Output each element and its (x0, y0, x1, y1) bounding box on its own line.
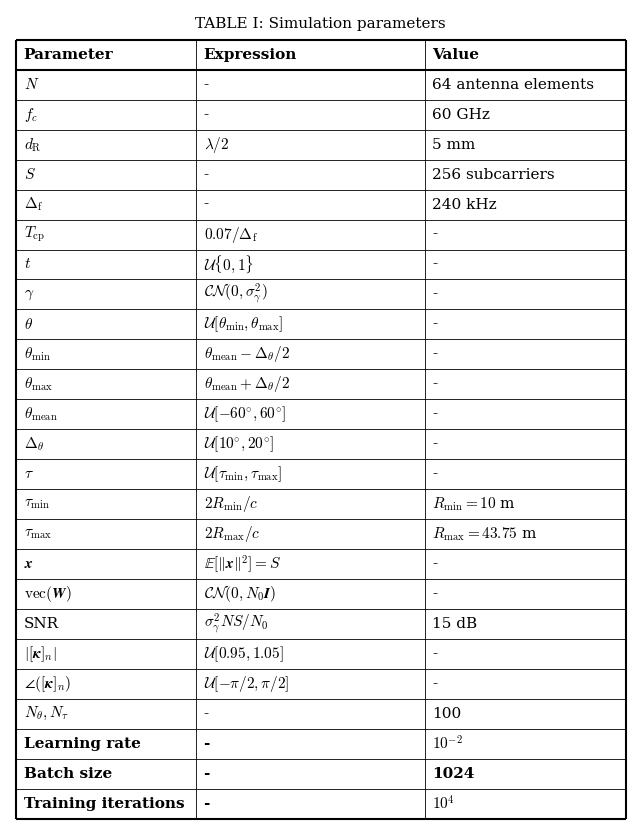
Text: $R_{\min} = 10$ m: $R_{\min} = 10$ m (433, 495, 516, 513)
Text: $10^{-2}$: $10^{-2}$ (433, 735, 463, 753)
Text: $\theta_{\mathrm{mean}} - \Delta_{\theta}/2$: $\theta_{\mathrm{mean}} - \Delta_{\theta… (204, 344, 290, 364)
Text: Value: Value (433, 48, 479, 61)
Text: $\mathcal{U}\{0,1\}$: $\mathcal{U}\{0,1\}$ (204, 253, 253, 275)
Text: $\mathrm{vec}(\boldsymbol{W})$: $\mathrm{vec}(\boldsymbol{W})$ (24, 584, 71, 604)
Text: -: - (433, 258, 438, 272)
Text: -: - (433, 587, 438, 601)
Text: $\mathcal{CN}(0,\sigma_{\gamma}^{2})$: $\mathcal{CN}(0,\sigma_{\gamma}^{2})$ (204, 283, 268, 307)
Text: -: - (204, 706, 209, 720)
Text: TABLE I: Simulation parameters: TABLE I: Simulation parameters (195, 17, 445, 31)
Text: $\lambda/2$: $\lambda/2$ (204, 135, 229, 155)
Text: $S$: $S$ (24, 167, 36, 182)
Text: $\sigma_{\gamma}^{2}NS/N_0$: $\sigma_{\gamma}^{2}NS/N_0$ (204, 612, 268, 636)
Text: -: - (433, 676, 438, 691)
Text: -: - (433, 557, 438, 571)
Text: $N$: $N$ (24, 77, 39, 92)
Text: $\mathcal{CN}(\mathbf{0},N_0\boldsymbol{I})$: $\mathcal{CN}(\mathbf{0},N_0\boldsymbol{… (204, 583, 276, 604)
Text: $\boldsymbol{x}$: $\boldsymbol{x}$ (24, 557, 33, 571)
Text: Parameter: Parameter (24, 48, 113, 61)
Text: $\mathcal{U}[10^{\circ},20^{\circ}]$: $\mathcal{U}[10^{\circ},20^{\circ}]$ (204, 435, 274, 454)
Text: $\mathcal{U}[\theta_{\min},\theta_{\max}]$: $\mathcal{U}[\theta_{\min},\theta_{\max}… (204, 315, 283, 334)
Text: $\angle([\boldsymbol{\kappa}]_n)$: $\angle([\boldsymbol{\kappa}]_n)$ (24, 674, 70, 694)
Text: 5 mm: 5 mm (433, 138, 476, 152)
Text: SNR: SNR (24, 617, 59, 631)
Text: $R_{\max} = 43.75$ m: $R_{\max} = 43.75$ m (433, 525, 538, 543)
Text: $\gamma$: $\gamma$ (24, 288, 34, 302)
Text: Expression: Expression (204, 48, 297, 61)
Text: $f_c$: $f_c$ (24, 106, 38, 124)
Text: $\theta_{\min}$: $\theta_{\min}$ (24, 346, 51, 363)
Text: -: - (204, 198, 209, 212)
Text: $\tau_{\min}$: $\tau_{\min}$ (24, 497, 50, 511)
Text: 15 dB: 15 dB (433, 617, 477, 631)
Text: $T_{\mathrm{cp}}$: $T_{\mathrm{cp}}$ (24, 225, 45, 244)
Text: -: - (204, 767, 210, 780)
Text: $\theta$: $\theta$ (24, 317, 33, 332)
Text: 60 GHz: 60 GHz (433, 108, 490, 122)
Text: $N_{\theta}, N_{\tau}$: $N_{\theta}, N_{\tau}$ (24, 706, 68, 722)
Text: $\theta_{\mathrm{mean}} + \Delta_{\theta}/2$: $\theta_{\mathrm{mean}} + \Delta_{\theta… (204, 374, 290, 394)
Text: $d_{\mathrm{R}}$: $d_{\mathrm{R}}$ (24, 136, 42, 154)
Text: $\theta_{\mathrm{mean}}$: $\theta_{\mathrm{mean}}$ (24, 406, 58, 423)
Text: 100: 100 (433, 706, 461, 720)
Text: -: - (204, 78, 209, 91)
Text: $\Delta_{\mathrm{f}}$: $\Delta_{\mathrm{f}}$ (24, 196, 43, 214)
Text: Training iterations: Training iterations (24, 797, 184, 810)
Text: -: - (204, 736, 210, 750)
Text: -: - (433, 317, 438, 332)
Text: $\mathcal{U}[0.95,1.05]$: $\mathcal{U}[0.95,1.05]$ (204, 644, 284, 664)
Text: -: - (433, 467, 438, 481)
Text: -: - (433, 407, 438, 421)
Text: 64 antenna elements: 64 antenna elements (433, 78, 595, 91)
Text: -: - (433, 377, 438, 391)
Text: 1024: 1024 (433, 767, 475, 780)
Text: Batch size: Batch size (24, 767, 112, 780)
Text: 240 kHz: 240 kHz (433, 198, 497, 212)
Text: $\tau$: $\tau$ (24, 467, 33, 481)
Text: -: - (433, 647, 438, 661)
Text: -: - (433, 228, 438, 242)
Text: $\mathcal{U}[-60^{\circ},60^{\circ}]$: $\mathcal{U}[-60^{\circ},60^{\circ}]$ (204, 405, 285, 424)
Text: $\theta_{\max}$: $\theta_{\max}$ (24, 376, 52, 393)
Text: -: - (204, 797, 210, 810)
Text: -: - (204, 108, 209, 122)
Text: -: - (433, 347, 438, 361)
Text: $\mathcal{U}[-\pi/2,\pi/2]$: $\mathcal{U}[-\pi/2,\pi/2]$ (204, 674, 289, 694)
Text: -: - (433, 437, 438, 451)
Text: $2R_{\max}/c$: $2R_{\max}/c$ (204, 524, 260, 544)
Text: -: - (433, 288, 438, 302)
Text: -: - (204, 168, 209, 182)
Text: $|[\boldsymbol{\kappa}]_n|$: $|[\boldsymbol{\kappa}]_n|$ (24, 644, 56, 664)
Text: $t$: $t$ (24, 258, 31, 272)
Text: $\mathcal{U}[\tau_{\min},\tau_{\max}]$: $\mathcal{U}[\tau_{\min},\tau_{\max}]$ (204, 465, 282, 484)
Text: $\mathbb{E}[\|\boldsymbol{x}\|^{2}]=S$: $\mathbb{E}[\|\boldsymbol{x}\|^{2}]=S$ (204, 553, 281, 575)
Text: $2R_{\min}/c$: $2R_{\min}/c$ (204, 494, 258, 514)
Text: $0.07/\Delta_{\mathrm{f}}$: $0.07/\Delta_{\mathrm{f}}$ (204, 224, 258, 244)
Text: Learning rate: Learning rate (24, 736, 141, 750)
Text: $\tau_{\max}$: $\tau_{\max}$ (24, 527, 52, 541)
Text: 256 subcarriers: 256 subcarriers (433, 168, 555, 182)
Text: $10^{4}$: $10^{4}$ (433, 794, 455, 813)
Text: $\Delta_{\theta}$: $\Delta_{\theta}$ (24, 435, 44, 453)
